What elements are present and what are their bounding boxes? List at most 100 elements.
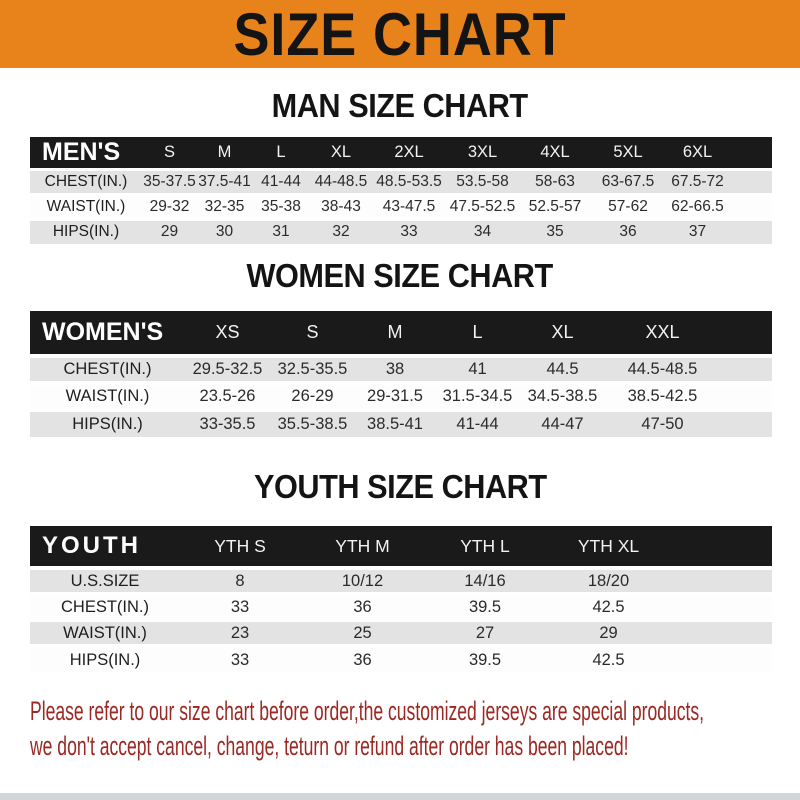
table-row: CHEST(IN.) 29.5-32.5 32.5-35.5 38 41 44.… <box>30 354 772 383</box>
spacer-cell <box>730 167 772 194</box>
column-header: M <box>355 311 435 356</box>
column-header: 5XL <box>591 137 665 169</box>
table-cell: 62-66.5 <box>665 192 730 219</box>
spacer-cell <box>730 217 772 244</box>
table-header-row: WOMEN'S XS S M L XL XXL <box>30 311 772 356</box>
table-row: WAIST(IN.) 23.5-26 26-29 29-31.5 31.5-34… <box>30 381 772 410</box>
table-cell: 29 <box>545 618 672 646</box>
table-cell: 38.5-41 <box>355 408 435 437</box>
table-cell: 67.5-72 <box>665 167 730 194</box>
spacer-cell <box>672 592 772 620</box>
row-label: HIPS(IN.) <box>30 644 180 672</box>
table-cell: 34 <box>446 217 519 244</box>
column-header: YTH XL <box>545 526 672 568</box>
table-cell: 41-44 <box>252 167 310 194</box>
table-cell: 44.5-48.5 <box>605 354 720 383</box>
table-cell: 23.5-26 <box>185 381 270 410</box>
column-header: XL <box>310 137 372 169</box>
table-row: WAIST(IN.) 23 25 27 29 <box>30 618 772 646</box>
youth-size-table: YOUTH YTH S YTH M YTH L YTH XL U.S.SIZE … <box>30 526 772 672</box>
women-heading-text: WOMEN SIZE CHART <box>246 257 554 294</box>
table-cell: 39.5 <box>425 592 545 620</box>
column-header: 3XL <box>446 137 519 169</box>
disclaimer-line-2: we don't accept cancel, change, teturn o… <box>30 731 800 766</box>
table-cell: 32 <box>310 217 372 244</box>
table-row: HIPS(IN.) 33-35.5 35.5-38.5 38.5-41 41-4… <box>30 408 772 437</box>
table-header-row: MEN'S S M L XL 2XL 3XL 4XL 5XL 6XL <box>30 137 772 169</box>
table-cell: 38 <box>355 354 435 383</box>
table-row: HIPS(IN.) 29 30 31 32 33 34 35 36 37 <box>30 217 772 244</box>
table-row: HIPS(IN.) 33 36 39.5 42.5 <box>30 644 772 672</box>
column-header: 4XL <box>519 137 591 169</box>
table-row: CHEST(IN.) 33 36 39.5 42.5 <box>30 592 772 620</box>
table-cell: 14/16 <box>425 566 545 594</box>
table-row: WAIST(IN.) 29-32 32-35 35-38 38-43 43-47… <box>30 192 772 219</box>
table-cell: 42.5 <box>545 644 672 672</box>
women-size-table: WOMEN'S XS S M L XL XXL CHEST(IN.) 29.5-… <box>30 311 772 437</box>
disclaimer-note: Please refer to our size chart before or… <box>0 696 800 766</box>
table-cell: 39.5 <box>425 644 545 672</box>
table-cell: 29.5-32.5 <box>185 354 270 383</box>
table-cell: 25 <box>300 618 425 646</box>
table-cell: 29 <box>142 217 197 244</box>
table-row: CHEST(IN.) 35-37.5 37.5-41 41-44 44-48.5… <box>30 167 772 194</box>
table-cell: 29-31.5 <box>355 381 435 410</box>
column-header: YTH L <box>425 526 545 568</box>
table-cell: 44-47 <box>520 408 605 437</box>
men-table-header: MEN'S S M L XL 2XL 3XL 4XL 5XL 6XL <box>30 137 772 169</box>
table-cell: 33 <box>372 217 446 244</box>
row-label: WAIST(IN.) <box>30 618 180 646</box>
table-cell: 42.5 <box>545 592 672 620</box>
table-cell: 29-32 <box>142 192 197 219</box>
table-cell: 23 <box>180 618 300 646</box>
column-header: S <box>142 137 197 169</box>
table-cell: 10/12 <box>300 566 425 594</box>
spacer-cell <box>672 526 772 568</box>
disclaimer-text-2: we don't accept cancel, change, teturn o… <box>30 731 629 761</box>
table-cell: 44-48.5 <box>310 167 372 194</box>
table-cell: 31 <box>252 217 310 244</box>
row-label: CHEST(IN.) <box>30 167 142 194</box>
spacer-cell <box>720 408 772 437</box>
table-cell: 8 <box>180 566 300 594</box>
table-row: U.S.SIZE 8 10/12 14/16 18/20 <box>30 566 772 594</box>
row-label: U.S.SIZE <box>30 566 180 594</box>
table-header-row: YOUTH YTH S YTH M YTH L YTH XL <box>30 526 772 568</box>
table-cell: 36 <box>300 644 425 672</box>
column-header: YTH S <box>180 526 300 568</box>
table-cell: 33 <box>180 592 300 620</box>
women-table-label: WOMEN'S <box>30 311 185 356</box>
column-header: XS <box>185 311 270 356</box>
table-cell: 47-50 <box>605 408 720 437</box>
table-cell: 63-67.5 <box>591 167 665 194</box>
table-cell: 32-35 <box>197 192 252 219</box>
table-cell: 34.5-38.5 <box>520 381 605 410</box>
table-cell: 37.5-41 <box>197 167 252 194</box>
men-section-heading: MAN SIZE CHART <box>0 86 800 126</box>
men-table-label: MEN'S <box>30 137 142 169</box>
table-cell: 43-47.5 <box>372 192 446 219</box>
banner: SIZE CHART <box>0 0 800 68</box>
row-label: WAIST(IN.) <box>30 192 142 219</box>
youth-table-label: YOUTH <box>30 526 180 568</box>
column-header: 2XL <box>372 137 446 169</box>
table-cell: 58-63 <box>519 167 591 194</box>
row-label: CHEST(IN.) <box>30 592 180 620</box>
spacer-cell <box>730 137 772 169</box>
spacer-cell <box>730 192 772 219</box>
youth-heading-text: YOUTH SIZE CHART <box>253 468 547 505</box>
table-cell: 38.5-42.5 <box>605 381 720 410</box>
table-cell: 48.5-53.5 <box>372 167 446 194</box>
spacer-cell <box>672 644 772 672</box>
column-header: YTH M <box>300 526 425 568</box>
table-cell: 35 <box>519 217 591 244</box>
table-cell: 35-38 <box>252 192 310 219</box>
table-cell: 30 <box>197 217 252 244</box>
table-cell: 57-62 <box>591 192 665 219</box>
row-label: WAIST(IN.) <box>30 381 185 410</box>
spacer-cell <box>672 618 772 646</box>
spacer-cell <box>672 566 772 594</box>
row-label: HIPS(IN.) <box>30 408 185 437</box>
disclaimer-text-1: Please refer to our size chart before or… <box>30 696 705 726</box>
table-cell: 26-29 <box>270 381 355 410</box>
